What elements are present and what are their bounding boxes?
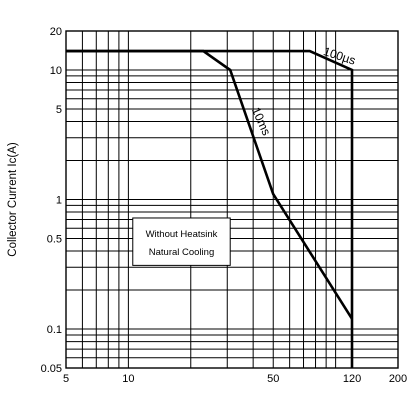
series-lines xyxy=(66,49,354,368)
x-tick-label: 5 xyxy=(63,373,69,385)
x-tick-labels: 5 10 50 120 200 xyxy=(63,373,407,385)
annotation-line-2: Natural Cooling xyxy=(149,247,214,258)
y-tick-label: 20 xyxy=(50,26,62,38)
x-tick-label: 50 xyxy=(267,373,279,385)
x-tick-label: 10 xyxy=(122,373,134,385)
annotation-line-1: Without Heatsink xyxy=(146,229,218,240)
annotation-box xyxy=(132,217,231,266)
y-tick-label: 1 xyxy=(56,195,62,207)
y-tick-label: 5 xyxy=(56,104,62,116)
y-tick-label: 0.5 xyxy=(47,233,62,245)
y-axis-label: Collector Current Ic(A) xyxy=(7,142,19,257)
x-tick-label: 200 xyxy=(389,373,407,385)
y-tick-labels: 0.05 0.1 0.5 1 5 10 20 xyxy=(41,26,62,375)
plot-frame xyxy=(65,30,399,369)
y-tick-label: 10 xyxy=(50,65,62,77)
y-tick-label: 0.1 xyxy=(47,324,62,336)
series-line-1 xyxy=(66,49,354,320)
grid-lines xyxy=(66,31,398,368)
y-tick-label: 0.05 xyxy=(41,363,62,375)
x-tick-label: 120 xyxy=(343,373,361,385)
